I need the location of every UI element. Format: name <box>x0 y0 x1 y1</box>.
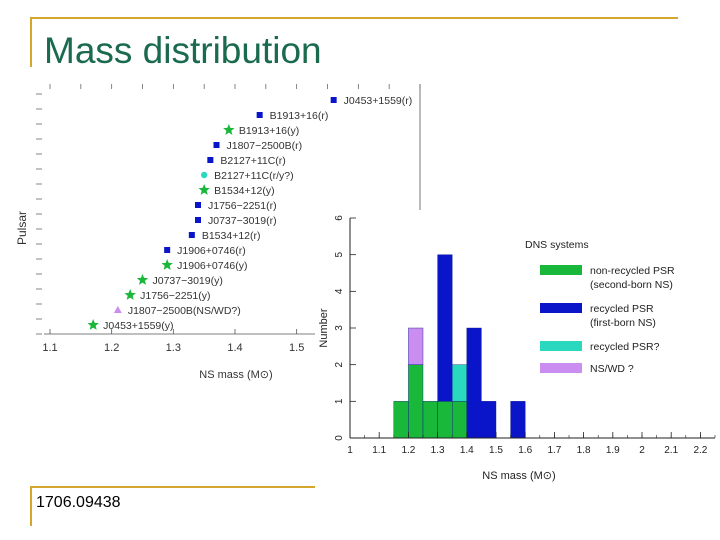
histogram-bar <box>408 364 424 439</box>
histogram-x-tick-label: 1.3 <box>431 445 445 456</box>
legend-sublabel: (second-born NS) <box>590 279 673 291</box>
histogram-x-tick-label: 1 <box>347 445 353 456</box>
pulsar-label: B2127+11C(r) <box>220 155 285 167</box>
pulsar-marker <box>198 184 210 195</box>
pulsar-mass-axis-label: NS mass (M⊙) <box>199 369 272 381</box>
histogram-bars <box>393 254 526 439</box>
pulsar-x-tick-label: 1.1 <box>42 342 57 354</box>
pulsar-x-tick-label: 1.2 <box>104 342 119 354</box>
pulsar-marker <box>195 217 201 223</box>
pulsar-x-tick-label: 1.5 <box>289 342 304 354</box>
pulsar-marker <box>188 232 195 238</box>
pulsar-x-tick-label: 1.4 <box>227 342 242 354</box>
histogram-y-tick-label: 2 <box>334 361 345 367</box>
legend-sublabel: (first-born NS) <box>590 317 656 329</box>
histogram-x-tick-label: 2.2 <box>693 445 707 456</box>
pulsar-marker <box>161 259 173 270</box>
histogram-bar <box>466 327 482 439</box>
pulsar-marker <box>136 274 149 285</box>
pulsar-mass-plot: 1.1 1.2 1.3 1.4 1.5 J0453+1559(r) B1913+16(r)… <box>15 84 421 381</box>
histogram-x-label: NS mass (M⊙) <box>482 470 555 482</box>
pulsar-axis-label: Pulsar <box>15 211 29 245</box>
legend-label: non-recycled PSR <box>590 265 675 277</box>
pulsar-label: B1534+12(r) <box>202 230 261 242</box>
pulsar-marker <box>195 202 201 208</box>
pulsar-label: B2127+11C(r/y?) <box>214 170 293 182</box>
title-rule-top <box>30 17 678 19</box>
pulsar-label: J0453+1559(r) <box>344 95 413 107</box>
histogram-axes: 1 1.1 1.2 1.3 1.4 1.5 1.6 1.7 1.8 1.9 2 2.1 2.201234… <box>334 215 716 456</box>
pulsar-label: J1807−2500B(r) <box>227 140 303 152</box>
pulsar-label: J1807−2500B(NS/WD?) <box>128 305 241 317</box>
pulsar-points: J0453+1559(r) B1913+16(r) B1913+16(y) J1807… <box>87 95 412 332</box>
pulsar-label: J1756−2251(r) <box>208 200 277 212</box>
legend-swatch <box>540 363 582 373</box>
histogram-x-tick-label: 1.5 <box>489 445 503 456</box>
legend-swatch <box>540 265 582 275</box>
pulsar-plot-ticks: 1.1 1.2 1.3 1.4 1.5 <box>36 84 421 354</box>
legend-swatch <box>540 341 582 351</box>
pulsar-x-tick-label: 1.3 <box>166 342 181 354</box>
pulsar-label: J1906+0746(r) <box>177 245 246 257</box>
histogram-legend: DNS systems non-recycled PSR (second-born … <box>525 239 675 375</box>
legend-label: NS/WD ? <box>590 363 634 375</box>
histogram-x-tick-label: 1.1 <box>372 445 386 456</box>
histogram-bar <box>451 401 467 439</box>
histogram-y-tick-label: 6 <box>334 215 345 221</box>
pulsar-label: J1756−2251(y) <box>140 290 210 302</box>
pulsar-marker <box>200 171 208 179</box>
slide-title: Mass distribution <box>44 30 322 71</box>
legend-label: recycled PSR <box>590 303 654 315</box>
pulsar-label: B1534+12(y) <box>214 185 274 197</box>
histogram-bar <box>408 327 424 365</box>
title-rule-left <box>30 17 32 67</box>
legend-label: recycled PSR? <box>590 341 660 353</box>
histogram-y-label: Number <box>318 308 330 347</box>
pulsar-marker <box>330 97 337 103</box>
pulsar-marker <box>207 157 214 163</box>
histogram-y-tick-label: 5 <box>334 251 345 257</box>
pulsar-label: J0737−3019(y) <box>153 275 223 287</box>
histogram-bar <box>451 364 467 402</box>
histogram-bar <box>437 401 453 439</box>
histogram-x-tick-label: 1.9 <box>606 445 620 456</box>
histogram-bar <box>422 401 438 439</box>
pulsar-marker <box>213 142 220 148</box>
ns-mass-histogram: 1 1.1 1.2 1.3 1.4 1.5 1.6 1.7 1.8 1.9 2 2.1 2.201234… <box>315 210 720 490</box>
footer-rule-left <box>30 486 32 526</box>
histogram-x-tick-label: 1.8 <box>577 445 591 456</box>
histogram-y-tick-label: 0 <box>334 435 345 441</box>
histogram-x-tick-label: 1.7 <box>547 445 561 456</box>
histogram-x-tick-label: 2 <box>639 445 645 456</box>
histogram-bar <box>393 401 409 439</box>
histogram-background <box>315 210 720 490</box>
pulsar-label: J0737−3019(r) <box>208 215 277 227</box>
pulsar-label: B1913+16(r) <box>270 110 329 122</box>
pulsar-marker <box>223 124 235 135</box>
histogram-x-tick-label: 2.1 <box>664 445 678 456</box>
pulsar-marker <box>87 319 99 330</box>
histogram-x-tick-label: 1.2 <box>401 445 415 456</box>
histogram-x-tick-label: 1.6 <box>518 445 532 456</box>
pulsar-marker <box>124 289 136 300</box>
histogram-bar <box>481 401 497 439</box>
histogram-x-tick-label: 1.4 <box>460 445 474 456</box>
pulsar-label: J1906+0746(y) <box>177 260 247 272</box>
legend-swatch <box>540 303 582 313</box>
pulsar-marker <box>164 247 171 253</box>
histogram-y-tick-label: 1 <box>334 398 345 404</box>
pulsar-label: B1913+16(y) <box>239 125 299 137</box>
histogram-y-tick-label: 3 <box>334 325 345 331</box>
histogram-bar <box>510 401 526 439</box>
legend-title: DNS systems <box>525 239 589 251</box>
arxiv-reference: 1706.09438 <box>36 494 121 511</box>
pulsar-marker <box>256 112 263 118</box>
histogram-bar <box>437 254 453 402</box>
pulsar-label: J0453+1559(y) <box>103 320 173 332</box>
pulsar-marker <box>113 306 122 313</box>
histogram-y-tick-label: 4 <box>334 288 345 294</box>
